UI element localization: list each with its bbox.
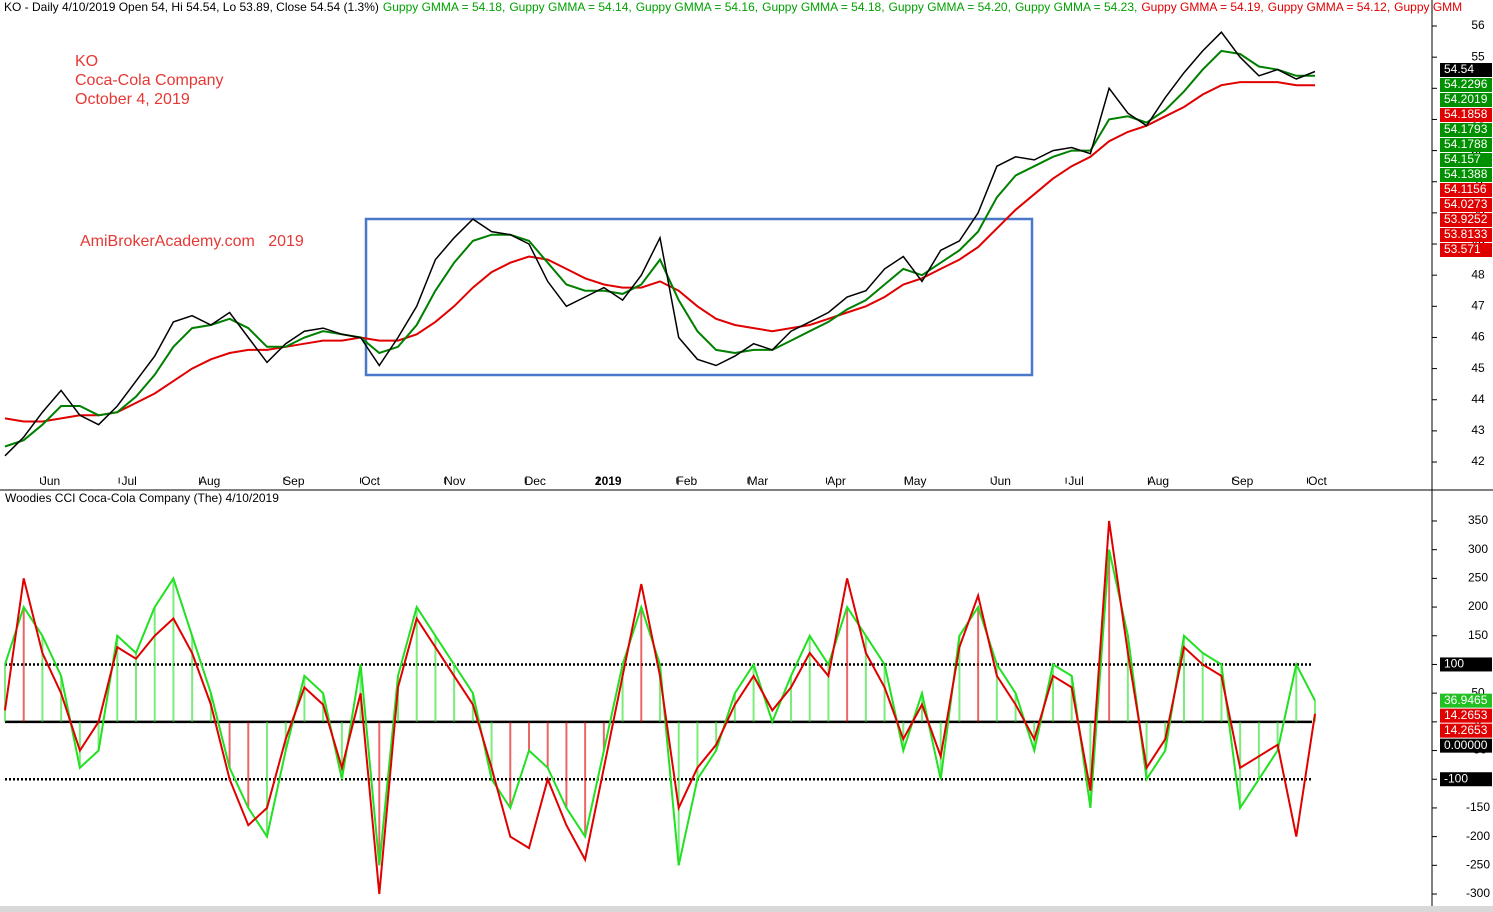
value-tag-label: 54.1388 <box>1444 167 1488 181</box>
value-tag-label: 54.2296 <box>1444 77 1488 91</box>
x-tick-label: Oct <box>1308 474 1327 488</box>
y-tick-label: -300 <box>1466 886 1490 900</box>
x-tick-label: Sep <box>1232 474 1254 488</box>
annotation: October 4, 2019 <box>75 91 190 108</box>
value-tag <box>1440 657 1492 672</box>
header-segment: Guppy GMM <box>1394 0 1462 14</box>
y-tick-label: 44 <box>1471 392 1485 406</box>
x-tick-label: Mar <box>748 474 769 488</box>
value-tag <box>1440 138 1492 152</box>
x-tick-label: 2019 <box>595 474 622 488</box>
value-tag <box>1440 63 1492 77</box>
y-tick-label: 150 <box>1468 628 1488 642</box>
x-tick-label: Jun <box>992 474 1011 488</box>
value-tag-label: 100 <box>1444 657 1464 671</box>
value-tag-label: 54.1793 <box>1444 122 1488 136</box>
series-line <box>4 81 1315 423</box>
x-tick-label: Nov <box>444 474 465 488</box>
y-tick-label: 45 <box>1471 361 1485 375</box>
value-tag-label: 53.571 <box>1444 242 1481 256</box>
x-tick-label: Oct <box>361 474 380 488</box>
series-line <box>4 49 1315 448</box>
value-tag-label: 54.1156 <box>1444 182 1487 196</box>
value-tag <box>1440 183 1492 197</box>
x-tick-label: Aug <box>1148 474 1169 488</box>
header-segment: Guppy GMMA = 54.12, <box>1268 0 1390 14</box>
x-tick-label: May <box>904 474 927 488</box>
x-tick-label: Apr <box>827 474 846 488</box>
y-tick-label: 56 <box>1471 18 1485 32</box>
y-tick-label: 47 <box>1471 298 1485 312</box>
x-tick-label: Dec <box>525 474 546 488</box>
value-tag-label: 14.2653 <box>1444 723 1488 737</box>
value-tag <box>1440 108 1492 122</box>
annotation: Coca-Cola Company <box>75 72 224 89</box>
value-tag <box>1440 243 1492 257</box>
header-segment: Guppy GMMA = 54.14, <box>509 0 631 14</box>
value-tag <box>1440 772 1492 787</box>
value-tag <box>1440 123 1492 137</box>
value-tag <box>1440 708 1492 723</box>
header-segment: Guppy GMMA = 54.20, <box>889 0 1011 14</box>
y-tick-label: 200 <box>1468 599 1488 613</box>
value-tag <box>1440 198 1492 212</box>
header-text: KO - Daily 4/10/2019 Open 54, Hi 54.54, … <box>4 0 1462 14</box>
header-segment: Guppy GMMA = 54.18, <box>762 0 884 14</box>
value-tag <box>1440 738 1492 753</box>
annotation: KO <box>75 53 98 70</box>
y-tick-label: -150 <box>1466 800 1490 814</box>
panel-title: Woodies CCI Coca-Cola Company (The) 4/10… <box>5 491 279 505</box>
x-tick-label: Feb <box>676 474 697 488</box>
value-tag <box>1440 78 1492 92</box>
value-tag <box>1440 93 1492 107</box>
value-tag-label: 54.1858 <box>1444 107 1488 121</box>
header-segment: Guppy GMMA = 54.23, <box>1015 0 1137 14</box>
value-tag <box>1440 693 1492 708</box>
x-tick-label: Sep <box>283 474 305 488</box>
x-tick-label: Jul <box>121 474 136 488</box>
y-tick-label: 46 <box>1471 330 1485 344</box>
header: KO - Daily 4/10/2019 Open 54, Hi 54.54, … <box>4 0 1462 14</box>
value-tag <box>1440 153 1492 167</box>
series-line <box>4 549 1316 866</box>
y-tick-label: 300 <box>1468 542 1488 556</box>
x-tick-label: Jul <box>1068 474 1083 488</box>
value-tag-label: 54.0273 <box>1444 197 1488 211</box>
value-tag-label: 53.9252 <box>1444 212 1488 226</box>
value-tag <box>1440 213 1492 227</box>
y-tick-label: 350 <box>1468 513 1488 527</box>
value-tag-label: 14.2653 <box>1444 708 1488 722</box>
value-tag <box>1440 723 1492 738</box>
y-tick-label: 48 <box>1471 267 1485 281</box>
series-line <box>4 31 1316 457</box>
value-tag <box>1440 168 1492 182</box>
y-tick-label: 55 <box>1471 49 1485 63</box>
value-tag-label: 54.1788 <box>1444 137 1488 151</box>
value-tag-label: 54.54 <box>1444 62 1474 76</box>
value-tag-label: 53.8133 <box>1444 227 1488 241</box>
x-tick-label: Jun <box>41 474 60 488</box>
value-tag-label: -100 <box>1444 771 1468 785</box>
x-tick-label: Aug <box>199 474 220 488</box>
y-tick-label: 250 <box>1468 571 1488 585</box>
value-tag-label: 54.157 <box>1444 152 1481 166</box>
y-tick-label: 42 <box>1471 454 1485 468</box>
annotation: AmiBrokerAcademy.com 2019 <box>80 233 304 250</box>
header-segment: Guppy GMMA = 54.18, <box>383 0 505 14</box>
value-tag-label: 36.9465 <box>1444 693 1488 707</box>
y-tick-label: 43 <box>1471 423 1485 437</box>
y-tick-label: -200 <box>1466 829 1490 843</box>
header-segment: Guppy GMMA = 54.16, <box>636 0 758 14</box>
y-tick-label: -250 <box>1466 857 1490 871</box>
value-tag-label: 0.00000 <box>1444 738 1488 752</box>
value-tag <box>1440 228 1492 242</box>
header-segment: Guppy GMMA = 54.19, <box>1141 0 1263 14</box>
header-segment: KO - Daily 4/10/2019 Open 54, Hi 54.54, … <box>4 0 379 14</box>
series-line <box>4 520 1316 895</box>
sheet-tabs <box>0 906 1493 912</box>
value-tag-label: 54.2019 <box>1444 92 1488 106</box>
range-box <box>364 217 1034 377</box>
